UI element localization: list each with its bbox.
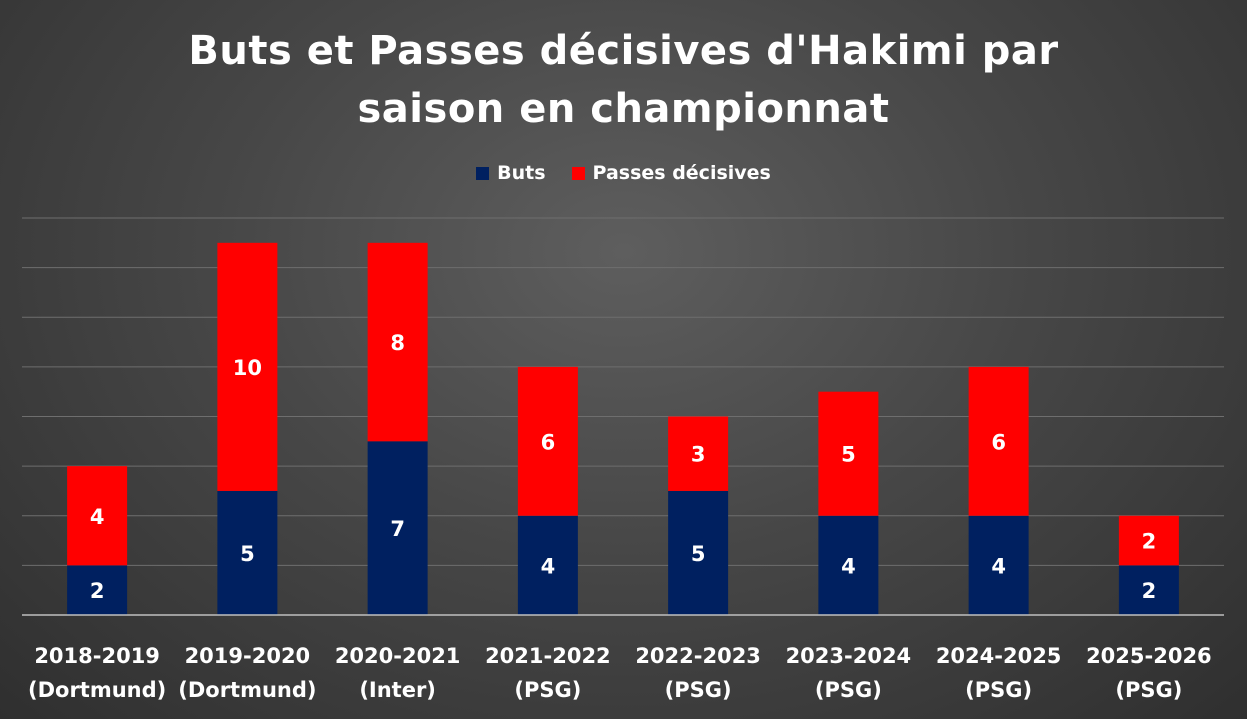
legend-label-buts: Buts	[497, 162, 546, 184]
bar-passes	[217, 242, 278, 491]
x-tick-label: (Dortmund)	[28, 678, 166, 702]
bar-passes	[818, 391, 879, 516]
x-tick-label: 2020-2021	[335, 644, 461, 668]
legend-item-passes: Passes décisives	[571, 162, 771, 184]
legend-label-passes: Passes décisives	[592, 162, 771, 184]
bar-buts	[818, 515, 879, 615]
data-label: 4	[541, 554, 556, 578]
data-label: 10	[233, 356, 262, 380]
x-tick-label: 2021-2022	[485, 644, 611, 668]
x-tick-label: 2022-2023	[635, 644, 761, 668]
data-label: 2	[90, 579, 105, 603]
legend-swatch-passes	[571, 166, 585, 180]
data-label: 8	[390, 331, 405, 355]
x-tick-label: 2025-2026	[1086, 644, 1212, 668]
data-label: 3	[691, 443, 706, 467]
bar-passes	[968, 366, 1029, 516]
x-tick-label: (PSG)	[1115, 678, 1182, 702]
data-label: 2	[1142, 579, 1157, 603]
x-tick-label: (PSG)	[965, 678, 1032, 702]
data-label: 4	[841, 554, 856, 578]
data-label: 5	[691, 542, 706, 566]
data-label: 6	[541, 430, 556, 454]
x-tick-label: (Inter)	[359, 678, 436, 702]
bar-buts	[1118, 565, 1179, 615]
x-tick-label: 2019-2020	[185, 644, 311, 668]
data-label: 4	[991, 554, 1006, 578]
x-tick-label: (PSG)	[665, 678, 732, 702]
data-label: 7	[390, 517, 405, 541]
bar-buts	[367, 441, 428, 615]
legend-item-buts: Buts	[476, 162, 546, 184]
data-label: 6	[991, 430, 1006, 454]
bar-buts	[67, 565, 128, 615]
bar-passes	[668, 416, 729, 491]
x-tick-label: (PSG)	[514, 678, 581, 702]
chart-title-line-1: Buts et Passes décisives d'Hakimi par	[188, 28, 1059, 74]
x-tick-label: 2023-2024	[786, 644, 912, 668]
x-tick-label: (PSG)	[815, 678, 882, 702]
bar-buts	[517, 515, 578, 615]
chart-title: Buts et Passes décisives d'Hakimi par sa…	[0, 22, 1247, 138]
bar-buts	[668, 490, 729, 615]
x-tick-label: 2024-2025	[936, 644, 1062, 668]
data-label: 5	[240, 542, 255, 566]
bar-buts	[217, 490, 278, 615]
chart-title-line-2: saison en championnat	[357, 86, 890, 132]
x-tick-label: 2018-2019	[34, 644, 160, 668]
x-tick-label: (Dortmund)	[178, 678, 316, 702]
data-label: 5	[841, 443, 856, 467]
legend-swatch-buts	[476, 166, 490, 180]
data-label: 4	[90, 505, 105, 529]
bar-buts	[968, 515, 1029, 615]
bar-passes	[517, 366, 578, 516]
bar-passes	[67, 466, 128, 566]
data-label: 2	[1142, 530, 1157, 554]
bar-passes	[1118, 515, 1179, 566]
bar-passes	[367, 242, 428, 442]
chart-legend: Buts Passes décisives	[0, 162, 1247, 184]
